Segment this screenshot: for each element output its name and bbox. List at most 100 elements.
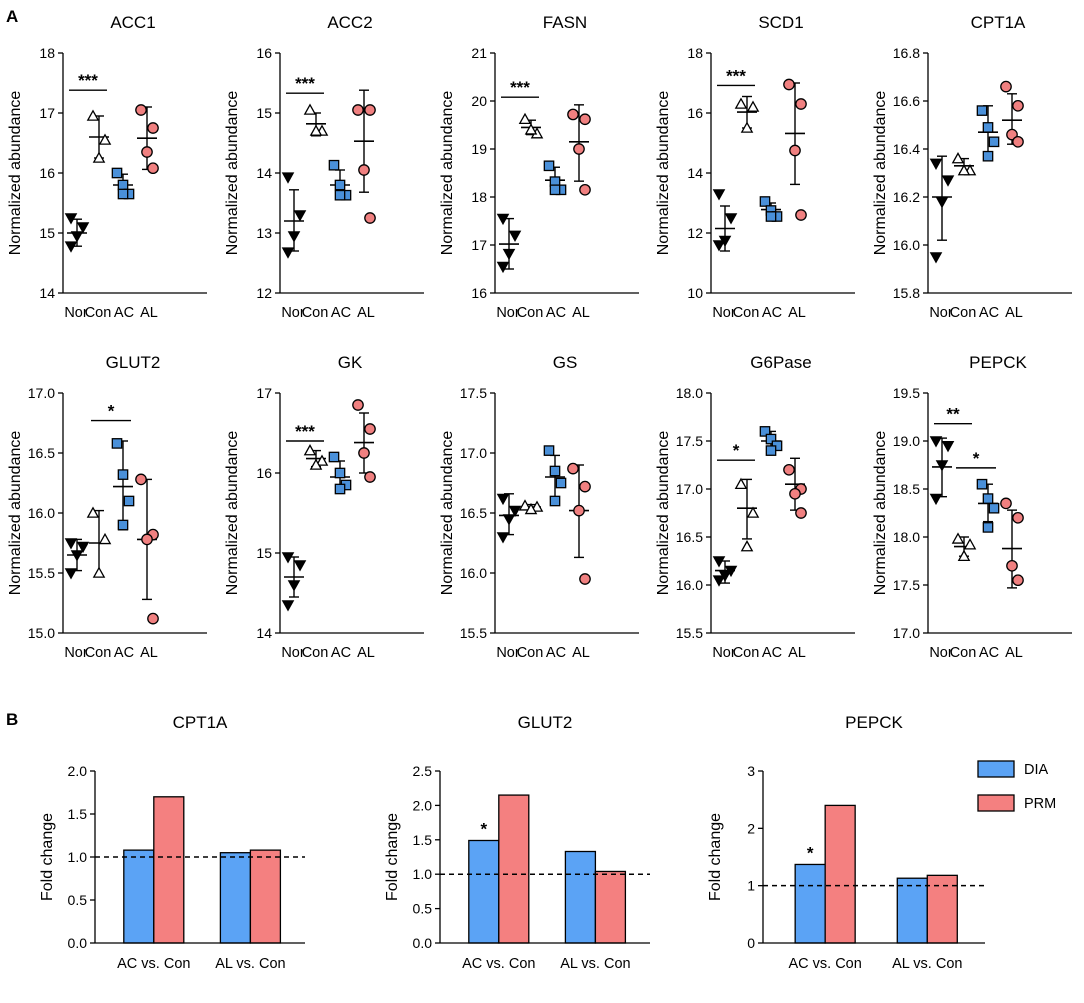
chart-title: PEPCK xyxy=(969,353,1027,372)
data-point-nor xyxy=(64,213,78,225)
data-point-ac xyxy=(111,167,123,179)
y-tick-label: 17 xyxy=(256,385,272,401)
data-point-con xyxy=(92,151,106,163)
data-point-con xyxy=(740,121,754,133)
chart-title: GLUT2 xyxy=(106,353,161,372)
y-tick-label: 18.0 xyxy=(893,529,920,545)
bar-dia xyxy=(794,863,826,944)
data-point-nor xyxy=(935,196,949,209)
data-point-ac xyxy=(976,105,988,116)
y-tick-label: 21 xyxy=(471,45,487,61)
y-tick-label: 17.0 xyxy=(28,385,55,401)
data-point-con xyxy=(524,502,538,515)
data-point-ac xyxy=(765,211,777,222)
legend-label: DIA xyxy=(1024,762,1049,778)
significance-label: *** xyxy=(510,78,530,97)
data-point-con xyxy=(303,103,317,115)
y-axis-label: Normalized abundance xyxy=(7,431,24,596)
legend-label: PRM xyxy=(1024,796,1056,812)
data-point-ac xyxy=(123,495,135,507)
y-tick-label: 14 xyxy=(39,285,55,301)
y-tick-label: 17.5 xyxy=(460,385,487,401)
y-axis-label: Normalized abundance xyxy=(7,91,24,256)
data-point-al xyxy=(579,183,591,196)
y-tick-label: 20 xyxy=(471,93,487,109)
chart-title: PEPCK xyxy=(845,713,903,732)
data-point-al xyxy=(1012,574,1024,587)
chart-title: G6Pase xyxy=(750,353,811,372)
data-point-nor xyxy=(929,158,943,170)
data-point-al xyxy=(352,399,364,411)
bar-panel-pepck: PEPCK AC vs. Con AL vs. Con * 0 1 2 3 Fold chang… xyxy=(707,713,985,972)
x-category-label: Nor xyxy=(712,305,736,321)
data-point-con xyxy=(734,477,748,490)
bar-prm xyxy=(249,849,282,944)
x-category-label: AC vs. Con xyxy=(788,956,861,972)
x-category-label: Nor xyxy=(281,645,305,661)
x-category-label: AL vs. Con xyxy=(215,956,285,972)
data-point-con xyxy=(86,109,100,121)
data-point-nor xyxy=(281,600,295,612)
x-category-label: Nor xyxy=(496,305,520,321)
data-point-ac xyxy=(117,188,129,200)
data-point-nor xyxy=(502,248,516,261)
y-tick-label: 19 xyxy=(471,141,487,157)
chart-title: GK xyxy=(338,353,363,372)
y-tick-label: 1.5 xyxy=(68,806,88,822)
data-point-ac xyxy=(117,519,129,531)
data-point-ac xyxy=(549,465,561,477)
data-point-nor xyxy=(287,580,301,592)
y-tick-label: 0.0 xyxy=(413,935,433,951)
data-point-nor xyxy=(293,560,307,572)
data-point-al xyxy=(358,164,370,176)
y-tick-label: 16.0 xyxy=(893,237,920,253)
x-category-label: AC vs. Con xyxy=(117,956,190,972)
data-point-ac xyxy=(543,445,555,456)
data-point-nor xyxy=(64,568,78,580)
x-category-label: AC xyxy=(762,305,782,321)
x-category-label: AC xyxy=(546,305,566,321)
bar-prm xyxy=(594,870,627,944)
significance-label: *** xyxy=(295,74,315,93)
data-point-al xyxy=(579,480,591,493)
bar-dia xyxy=(468,839,500,944)
x-category-label: Con xyxy=(85,645,112,661)
y-tick-label: 16 xyxy=(687,105,703,121)
y-axis-label: Normalized abundance xyxy=(655,91,672,256)
y-tick-label: 16.0 xyxy=(460,565,487,581)
data-point-al xyxy=(147,612,159,625)
significance-label: * xyxy=(973,449,980,468)
data-point-al xyxy=(147,122,159,134)
data-point-al xyxy=(1000,80,1012,93)
data-point-nor xyxy=(929,436,943,448)
y-tick-label: 0.5 xyxy=(413,901,433,917)
data-point-con xyxy=(963,538,977,550)
x-category-label: Con xyxy=(517,305,544,321)
data-point-con xyxy=(315,454,329,466)
x-category-label: Nor xyxy=(64,645,88,661)
y-axis-label: Normalized abundance xyxy=(439,431,456,596)
y-tick-label: 18.5 xyxy=(893,481,920,497)
data-point-con xyxy=(524,123,538,135)
bar-prm xyxy=(926,874,958,944)
x-category-label: AL vs. Con xyxy=(892,956,962,972)
data-point-con xyxy=(530,500,544,512)
data-point-al xyxy=(1012,99,1024,112)
x-category-label: Nor xyxy=(929,645,953,661)
significance-label: *** xyxy=(295,422,315,441)
data-point-ac xyxy=(328,159,340,171)
data-point-ac xyxy=(328,451,340,463)
data-point-con xyxy=(518,112,532,125)
significance-label: * xyxy=(807,843,814,862)
data-point-nor xyxy=(929,252,943,264)
data-point-ac xyxy=(982,122,994,133)
significance-label: ** xyxy=(946,405,960,424)
y-tick-label: 14 xyxy=(687,165,703,181)
data-point-con xyxy=(951,152,965,164)
data-point-ac xyxy=(765,433,777,445)
y-tick-label: 0 xyxy=(747,935,755,951)
y-tick-label: 19.5 xyxy=(893,385,920,401)
data-point-al xyxy=(364,423,376,435)
y-tick-label: 15.5 xyxy=(28,565,55,581)
